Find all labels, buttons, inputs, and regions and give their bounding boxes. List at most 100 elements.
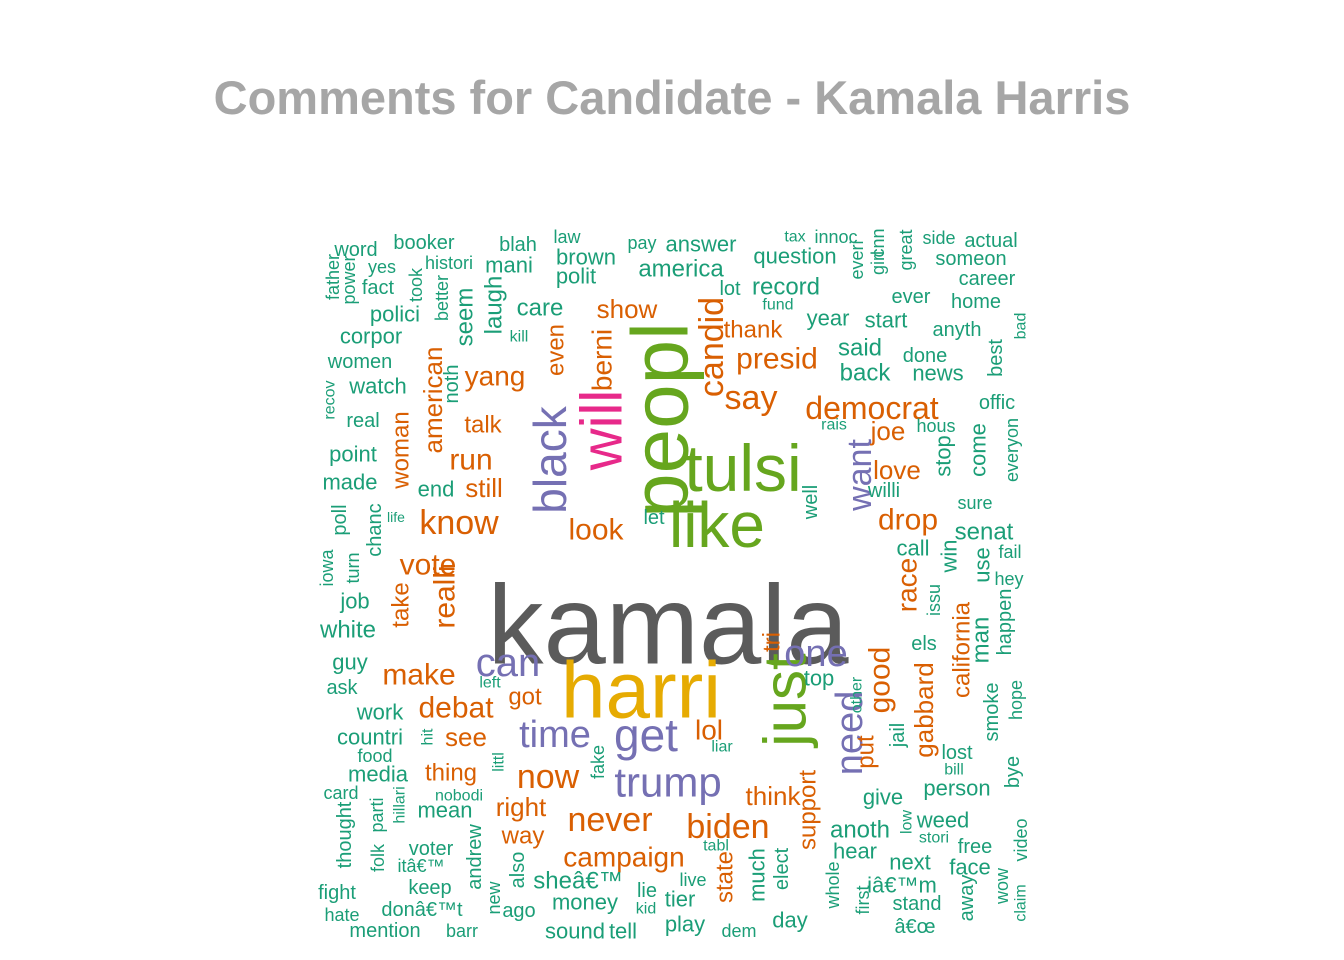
- word-26: yang: [465, 361, 526, 392]
- word-3: like: [669, 489, 765, 561]
- word-206: â€œ: [894, 916, 935, 938]
- word-137: happen: [994, 589, 1016, 656]
- word-142: ask: [326, 677, 358, 699]
- word-113: hous: [916, 416, 955, 436]
- word-166: hillari: [392, 786, 409, 823]
- word-153: littl: [491, 752, 508, 772]
- word-51: tri: [759, 632, 786, 652]
- word-30: show: [597, 294, 658, 324]
- word-55: gabbard: [909, 662, 939, 757]
- word-76: fact: [362, 277, 395, 299]
- word-149: hit: [420, 728, 437, 745]
- word-93: home: [951, 291, 1001, 313]
- word-19: presid: [736, 343, 818, 376]
- word-74: father: [323, 254, 343, 300]
- word-191: tier: [665, 887, 696, 912]
- word-0: kamala: [487, 563, 849, 688]
- word-85: care: [517, 295, 564, 322]
- word-118: made: [322, 470, 377, 495]
- word-180: folk: [368, 843, 388, 872]
- word-105: noth: [441, 365, 463, 404]
- word-194: wow: [992, 867, 1012, 905]
- word-148: countri: [337, 725, 403, 750]
- word-189: fight: [318, 882, 356, 904]
- word-79: america: [638, 256, 724, 283]
- word-143: left: [479, 675, 501, 692]
- word-27: talk: [464, 412, 502, 439]
- word-100: women: [327, 351, 392, 373]
- word-88: everi: [847, 240, 867, 279]
- word-135: job: [339, 589, 369, 614]
- word-196: stand: [893, 893, 942, 915]
- word-177: hear: [833, 839, 877, 864]
- word-210: tell: [609, 919, 637, 944]
- word-53: put: [853, 735, 880, 769]
- word-91: great: [896, 229, 916, 270]
- word-171: stori: [919, 830, 949, 847]
- word-124: let: [643, 507, 665, 529]
- word-203: claim: [1013, 884, 1030, 921]
- word-64: tax: [784, 229, 805, 246]
- word-109: recov: [322, 380, 339, 419]
- word-6: just: [752, 653, 819, 749]
- word-102: done: [903, 345, 948, 367]
- word-158: bill: [944, 762, 964, 779]
- word-128: call: [896, 536, 929, 561]
- word-36: make: [382, 659, 455, 692]
- word-52: good: [864, 647, 897, 714]
- word-133: use: [970, 547, 995, 582]
- word-99: anyth: [933, 319, 982, 341]
- chart-title: Comments for Candidate - Kamala Harris: [213, 71, 1131, 124]
- word-41: lol: [695, 715, 723, 746]
- word-208: barr: [446, 921, 478, 941]
- word-61: law: [553, 227, 581, 247]
- word-131: turn: [343, 552, 363, 583]
- word-75: power: [339, 255, 359, 304]
- word-89: girl: [868, 251, 888, 275]
- word-56: california: [949, 601, 976, 698]
- word-138: white: [319, 617, 376, 644]
- word-95: kill: [510, 329, 529, 346]
- word-42: now: [517, 758, 580, 796]
- word-98: start: [865, 308, 908, 333]
- word-160: card: [323, 783, 358, 803]
- word-150: other: [849, 676, 866, 713]
- word-57: state: [712, 851, 739, 903]
- word-35: realli: [429, 565, 462, 628]
- word-8: get: [614, 709, 678, 761]
- word-187: live: [679, 870, 706, 890]
- word-60: blah: [499, 234, 537, 256]
- word-7: black: [524, 405, 576, 513]
- word-83: seem: [452, 288, 479, 347]
- word-21: look: [568, 514, 624, 547]
- word-199: donâ€™t: [381, 899, 463, 921]
- word-67: actual: [964, 230, 1017, 252]
- word-25: run: [449, 444, 492, 477]
- word-46: right: [496, 792, 547, 822]
- word-121: sure: [957, 493, 992, 513]
- word-31: thank: [724, 317, 784, 344]
- word-87: record: [752, 274, 820, 301]
- word-139: els: [911, 633, 937, 655]
- word-202: kid: [636, 901, 656, 918]
- word-38: debat: [418, 692, 494, 725]
- word-186: also: [507, 852, 529, 889]
- word-108: best: [985, 339, 1007, 377]
- word-163: bye: [1002, 756, 1024, 788]
- word-78: polit: [556, 264, 596, 289]
- word-40: got: [508, 684, 542, 711]
- word-10: can: [476, 641, 541, 685]
- word-84: laugh: [481, 276, 508, 335]
- word-134: hey: [994, 569, 1023, 589]
- word-147: work: [356, 700, 404, 725]
- word-110: offic: [979, 392, 1015, 414]
- word-164: thought: [334, 801, 356, 868]
- word-146: hope: [1006, 680, 1026, 720]
- word-68: yes: [368, 257, 396, 277]
- word-24: joe: [870, 416, 906, 446]
- word-174: voter: [409, 838, 454, 860]
- word-49: think: [746, 781, 802, 811]
- word-14: want: [841, 439, 879, 512]
- word-144: top: [804, 666, 835, 691]
- word-198: hate: [324, 905, 359, 925]
